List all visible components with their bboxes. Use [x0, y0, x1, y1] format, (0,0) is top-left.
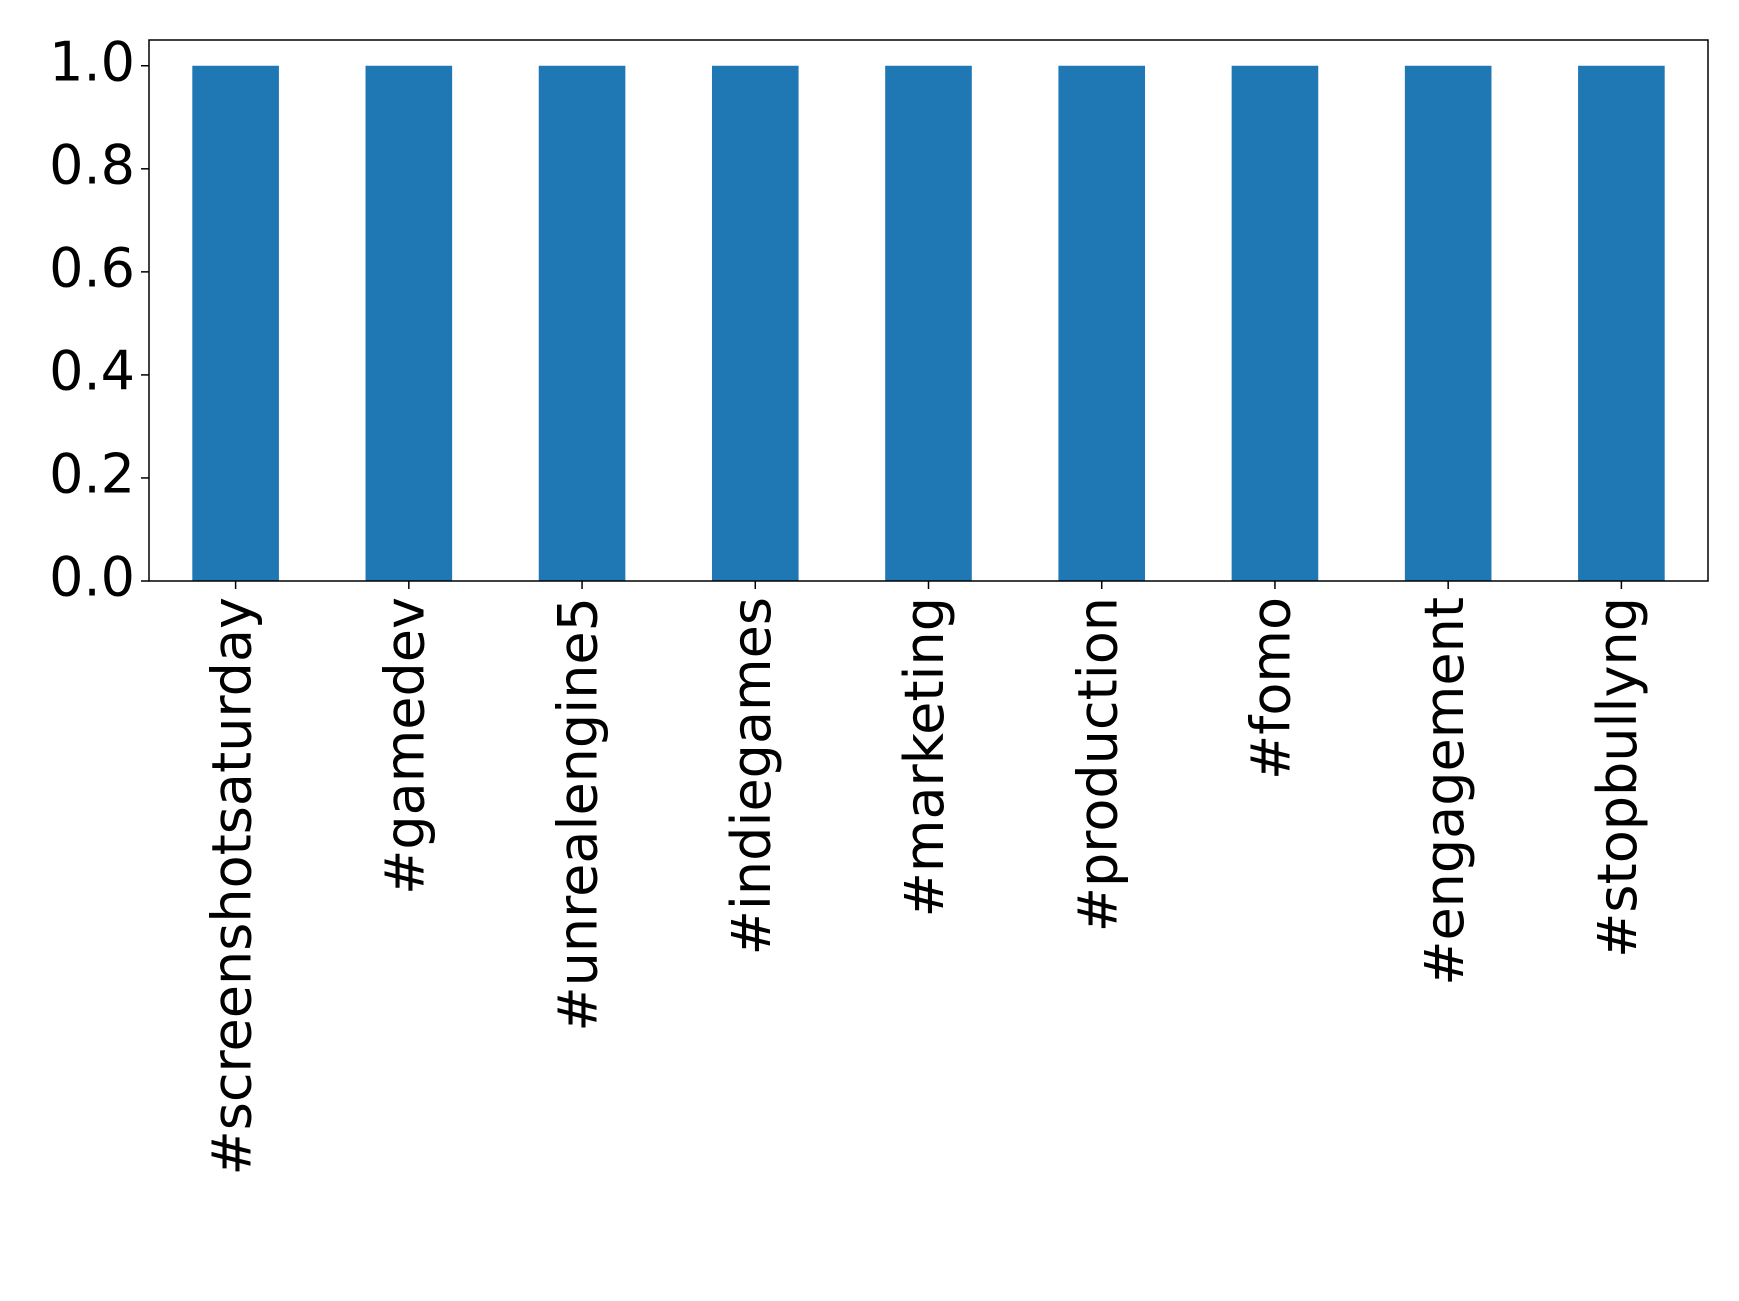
- y-tick-label: 0.4: [49, 340, 135, 403]
- bar: [1058, 65, 1146, 581]
- x-tick-label: #fomo: [1240, 597, 1303, 780]
- bar: [1404, 65, 1492, 581]
- y-tick-label: 0.8: [49, 133, 135, 196]
- x-tick-label: #stopbullyng: [1586, 597, 1649, 958]
- x-tick-label: #unrealengine5: [547, 597, 610, 1032]
- bar: [192, 65, 279, 581]
- x-tick-label: #screenshotsaturday: [200, 597, 263, 1176]
- y-tick-label: 0.0: [49, 546, 135, 609]
- bar: [885, 65, 972, 581]
- x-tick-label: #gamedev: [373, 597, 436, 895]
- bar: [365, 65, 453, 581]
- bar: [711, 65, 799, 581]
- x-tick-label: #engagement: [1413, 597, 1476, 986]
- y-tick-label: 1.0: [49, 30, 135, 93]
- y-tick-label: 0.6: [49, 236, 135, 299]
- x-tick-label: #indiegames: [720, 597, 783, 955]
- bar: [1231, 65, 1319, 581]
- bar: [538, 65, 626, 581]
- plot-frame: [148, 39, 1709, 582]
- bar: [1578, 65, 1665, 581]
- x-tick-label: #marketing: [893, 597, 956, 917]
- y-tick-label: 0.2: [49, 443, 135, 506]
- x-tick-label: #production: [1066, 597, 1129, 932]
